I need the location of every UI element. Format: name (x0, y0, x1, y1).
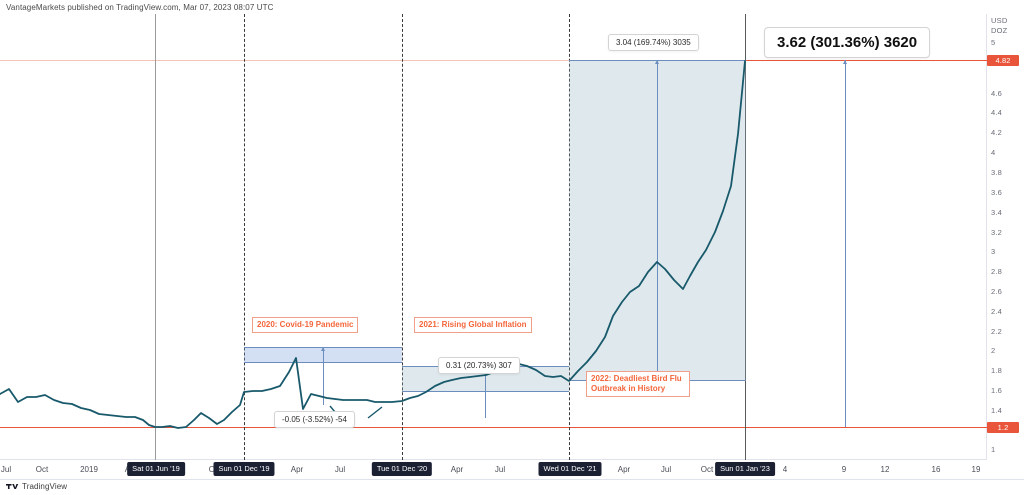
price-tick-1-8: 1.8 (991, 366, 1003, 375)
publisher-credit: VantageMarkets published on TradingView.… (6, 3, 274, 12)
price-tick-2: 2 (991, 346, 996, 355)
measure-label-2022[interactable]: 3.04 (169.74%) 3035 (608, 34, 699, 51)
time-tick-apr-2021: Apr (450, 465, 464, 474)
price-tick-2-6: 2.6 (991, 287, 1003, 296)
price-tick-3-2: 3.2 (991, 228, 1003, 237)
plot-right-border (986, 14, 987, 460)
price-tick-1: 1 (991, 445, 996, 454)
time-axis[interactable]: Jul Oct 2019 Apr Oct Apr Jul Oct Apr Jul… (0, 461, 986, 480)
price-tag-current-high[interactable]: 4.82 (981, 55, 1019, 66)
price-axis-unit-measure: DOZ (991, 26, 1008, 35)
vline-dec-2019 (244, 14, 245, 460)
reference-line-peak-faint (0, 60, 986, 61)
time-tag-dec-2021[interactable]: Wed 01 Dec '21 (538, 462, 602, 476)
time-tick-jul-2020: Jul (334, 465, 346, 474)
price-axis[interactable]: USD DOZ 5 4.6 4.4 4.2 4 3.8 3.6 3.4 3.2 … (981, 14, 1024, 460)
tradingview-logo-text: TradingView (22, 482, 68, 491)
price-tick-2-8: 2.8 (991, 267, 1003, 276)
time-tick-apr-2022: Apr (617, 465, 631, 474)
tradingview-logo-icon (6, 482, 19, 491)
time-tick-oct-2022: Oct (700, 465, 714, 474)
annotation-bird-flu[interactable]: 2022: Deadliest Bird Flu Outbreak in His… (586, 371, 690, 397)
time-tag-jun-2019[interactable]: Sat 01 Jun '19 (127, 462, 185, 476)
annotation-inflation[interactable]: 2021: Rising Global Inflation (414, 317, 532, 333)
price-line-chart (0, 60, 746, 429)
time-tick-jul-2022: Jul (660, 465, 672, 474)
measure-label-2020[interactable]: -0.05 (-3.52%) -54 (274, 411, 355, 428)
time-tick-12: 12 (880, 465, 890, 474)
tradingview-logo[interactable]: TradingView (6, 482, 67, 491)
price-tick-1-4: 1.4 (991, 406, 1003, 415)
price-tick-4-6: 4.6 (991, 89, 1003, 98)
annotation-bird-flu-line2: Outbreak in History (591, 384, 666, 393)
measure-arrow-total (843, 60, 847, 427)
price-tick-3-4: 3.4 (991, 208, 1003, 217)
chart-plot-area[interactable]: -0.05 (-3.52%) -54 0.31 (20.73%) 307 3.0… (0, 14, 986, 460)
measure-label-connector (329, 405, 383, 419)
time-tick-9: 9 (841, 465, 847, 474)
price-tick-1-6: 1.6 (991, 386, 1003, 395)
price-tick-3-6: 3.6 (991, 188, 1003, 197)
measure-label-total[interactable]: 3.62 (301.36%) 3620 (764, 27, 931, 58)
price-tick-4: 4 (991, 148, 996, 157)
time-tick-16: 16 (931, 465, 941, 474)
price-tick-3-8: 3.8 (991, 168, 1003, 177)
time-tick-4: 4 (782, 465, 788, 474)
axis-separator (0, 479, 1024, 480)
price-tick-4-2: 4.2 (991, 128, 1003, 137)
vline-dec-2020 (402, 14, 403, 460)
reference-line-peak (746, 60, 986, 61)
price-tick-4-4: 4.4 (991, 108, 1003, 117)
time-tick-2019: 2019 (80, 465, 98, 474)
price-tag-support[interactable]: 1.2 (981, 422, 1019, 433)
time-tick-apr-2020: Apr (290, 465, 304, 474)
reference-line-support (0, 427, 986, 428)
vline-jun-2019 (155, 14, 156, 460)
time-tick-oct-2018: Oct (35, 465, 49, 474)
price-tick-5: 5 (991, 38, 996, 47)
time-tick-jul-2018: Jul (0, 465, 12, 474)
time-tag-jan-2023[interactable]: Sun 01 Jan '23 (715, 462, 775, 476)
measure-arrow-2022 (655, 60, 659, 381)
measure-label-2021[interactable]: 0.31 (20.73%) 307 (438, 357, 520, 374)
time-tick-19: 19 (971, 465, 981, 474)
price-axis-unit-currency: USD (991, 16, 1008, 25)
time-tick-jul-2021: Jul (494, 465, 506, 474)
price-tick-2-2: 2.2 (991, 327, 1003, 336)
price-tick-3: 3 (991, 247, 996, 256)
annotation-covid[interactable]: 2020: Covid-19 Pandemic (252, 317, 359, 333)
annotation-bird-flu-line1: 2022: Deadliest Bird Flu (591, 374, 682, 383)
time-tag-dec-2020[interactable]: Tue 01 Dec '20 (371, 462, 433, 476)
time-tag-dec-2019[interactable]: Sun 01 Dec '19 (213, 462, 275, 476)
measure-arrow-2020 (321, 347, 325, 405)
vline-dec-2021 (569, 14, 570, 460)
price-tick-2-4: 2.4 (991, 307, 1003, 316)
vline-jan-2023 (745, 14, 746, 460)
